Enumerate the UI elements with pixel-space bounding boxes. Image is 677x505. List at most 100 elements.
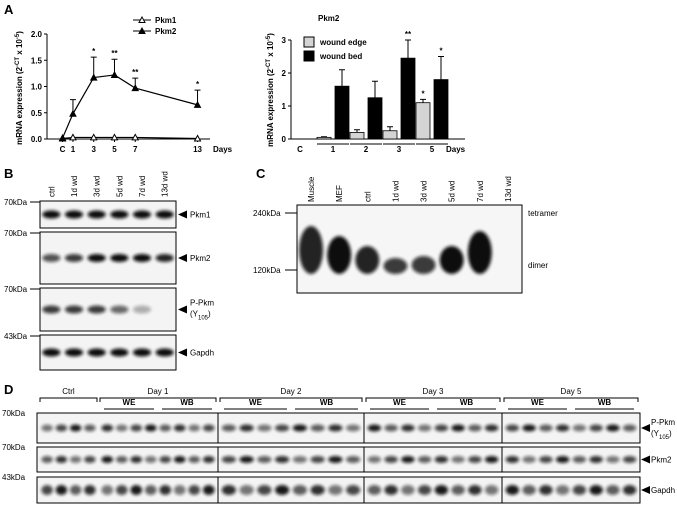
annotation: ** bbox=[132, 68, 139, 77]
band bbox=[130, 456, 143, 463]
point bbox=[89, 133, 98, 141]
band bbox=[221, 456, 236, 463]
y-tick-label: 0 bbox=[282, 135, 287, 144]
band bbox=[115, 424, 128, 432]
band bbox=[484, 485, 499, 495]
group-bracket bbox=[219, 397, 363, 402]
bar bbox=[316, 136, 332, 140]
band-label: Pkm2 bbox=[651, 456, 672, 465]
legend-label: wound edge bbox=[319, 38, 367, 47]
band bbox=[155, 210, 174, 219]
point bbox=[69, 133, 77, 141]
band-label-part: 105 bbox=[198, 316, 209, 322]
error-bar bbox=[354, 129, 360, 133]
point bbox=[58, 133, 67, 141]
band bbox=[55, 456, 68, 463]
band bbox=[144, 456, 157, 463]
band bbox=[417, 485, 432, 495]
subgroup-label: WB bbox=[598, 398, 612, 407]
point bbox=[193, 134, 202, 142]
band bbox=[622, 456, 637, 463]
band bbox=[69, 456, 82, 463]
band bbox=[310, 456, 325, 463]
panel-label: D bbox=[4, 382, 13, 397]
band bbox=[484, 424, 499, 432]
arrowhead bbox=[178, 254, 187, 262]
band bbox=[115, 485, 128, 495]
band bbox=[346, 485, 361, 495]
band bbox=[434, 485, 449, 495]
lane-label: 5d wd bbox=[448, 181, 457, 202]
series-line bbox=[62, 136, 198, 140]
chart-title: Pkm2 bbox=[318, 14, 340, 23]
lane-label: MEF bbox=[335, 185, 344, 202]
band bbox=[434, 424, 449, 432]
band bbox=[328, 424, 343, 432]
band bbox=[555, 424, 570, 432]
band bbox=[41, 485, 53, 495]
band bbox=[346, 456, 361, 463]
annotation: * bbox=[421, 89, 425, 98]
band bbox=[484, 456, 499, 463]
band bbox=[202, 485, 215, 495]
band bbox=[239, 424, 254, 432]
band bbox=[468, 485, 482, 495]
band bbox=[367, 485, 382, 495]
band bbox=[451, 485, 465, 495]
band bbox=[292, 456, 307, 463]
bar bbox=[400, 57, 416, 140]
band-label: (Y105) bbox=[190, 310, 211, 322]
band bbox=[87, 210, 106, 219]
band bbox=[310, 485, 325, 495]
point bbox=[110, 133, 119, 141]
band bbox=[42, 305, 61, 314]
bar bbox=[433, 79, 449, 140]
band-label: Pkm2 bbox=[190, 254, 211, 263]
band bbox=[110, 348, 129, 357]
lane-label: 3d wd bbox=[93, 176, 102, 197]
band bbox=[87, 348, 106, 357]
band bbox=[417, 424, 432, 432]
band bbox=[173, 485, 186, 495]
band bbox=[239, 485, 254, 495]
x-tick-label: 7 bbox=[133, 145, 138, 154]
panel-label: C bbox=[256, 166, 266, 181]
legend-label: Pkm1 bbox=[155, 16, 177, 25]
band bbox=[69, 485, 82, 495]
band bbox=[41, 424, 53, 432]
band bbox=[401, 456, 415, 463]
blot-frame bbox=[39, 231, 177, 285]
band bbox=[384, 485, 398, 495]
band bbox=[439, 246, 464, 274]
band bbox=[589, 456, 603, 463]
x-tick-label: 5 bbox=[430, 145, 435, 154]
y-tick-label: 1 bbox=[282, 102, 287, 111]
band bbox=[84, 424, 96, 432]
band bbox=[346, 424, 361, 432]
band bbox=[257, 485, 272, 495]
group-bracket bbox=[39, 397, 98, 402]
band bbox=[110, 254, 129, 262]
form-label: dimer bbox=[528, 261, 548, 270]
legend-swatch bbox=[303, 36, 315, 48]
band-label-part: ) bbox=[669, 429, 672, 438]
point bbox=[131, 133, 140, 141]
subgroup-label: WE bbox=[249, 398, 263, 407]
x-tick-label: 1 bbox=[71, 145, 76, 154]
legend-label: Pkm2 bbox=[155, 27, 177, 36]
band bbox=[159, 456, 172, 463]
band bbox=[622, 485, 637, 495]
band-label: P-Pkm bbox=[651, 418, 675, 427]
band bbox=[64, 254, 84, 262]
error-bar bbox=[405, 39, 411, 59]
x-tick-label: C bbox=[60, 145, 66, 154]
band bbox=[328, 456, 343, 463]
point bbox=[89, 73, 98, 81]
lane-label: 1d wd bbox=[391, 181, 400, 202]
blot-frame bbox=[39, 334, 177, 371]
band bbox=[555, 485, 570, 495]
band bbox=[202, 424, 215, 432]
band bbox=[155, 348, 174, 357]
y-tick-label: 1.0 bbox=[31, 83, 43, 92]
band bbox=[101, 424, 114, 432]
